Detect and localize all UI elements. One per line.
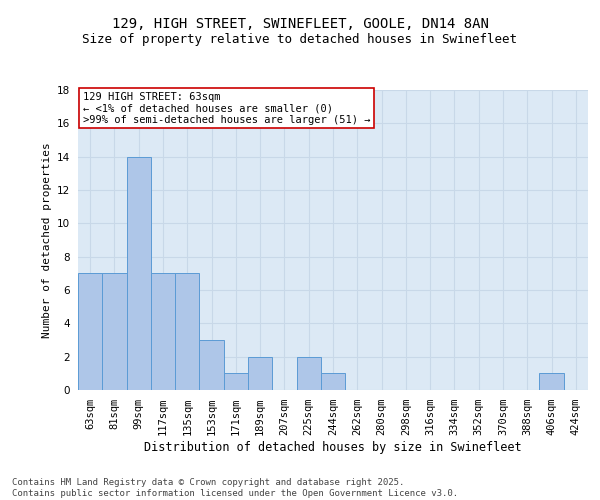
Bar — [321, 374, 345, 390]
Bar — [224, 374, 248, 390]
Bar — [127, 156, 151, 390]
Bar — [175, 274, 199, 390]
Bar — [151, 274, 175, 390]
X-axis label: Distribution of detached houses by size in Swinefleet: Distribution of detached houses by size … — [144, 440, 522, 454]
Bar — [248, 356, 272, 390]
Bar — [102, 274, 127, 390]
Text: 129, HIGH STREET, SWINEFLEET, GOOLE, DN14 8AN: 129, HIGH STREET, SWINEFLEET, GOOLE, DN1… — [112, 18, 488, 32]
Y-axis label: Number of detached properties: Number of detached properties — [41, 142, 52, 338]
Bar — [199, 340, 224, 390]
Bar — [539, 374, 564, 390]
Bar — [296, 356, 321, 390]
Bar — [78, 274, 102, 390]
Text: Contains HM Land Registry data © Crown copyright and database right 2025.
Contai: Contains HM Land Registry data © Crown c… — [12, 478, 458, 498]
Text: Size of property relative to detached houses in Swinefleet: Size of property relative to detached ho… — [83, 32, 517, 46]
Text: 129 HIGH STREET: 63sqm
← <1% of detached houses are smaller (0)
>99% of semi-det: 129 HIGH STREET: 63sqm ← <1% of detached… — [83, 92, 371, 124]
